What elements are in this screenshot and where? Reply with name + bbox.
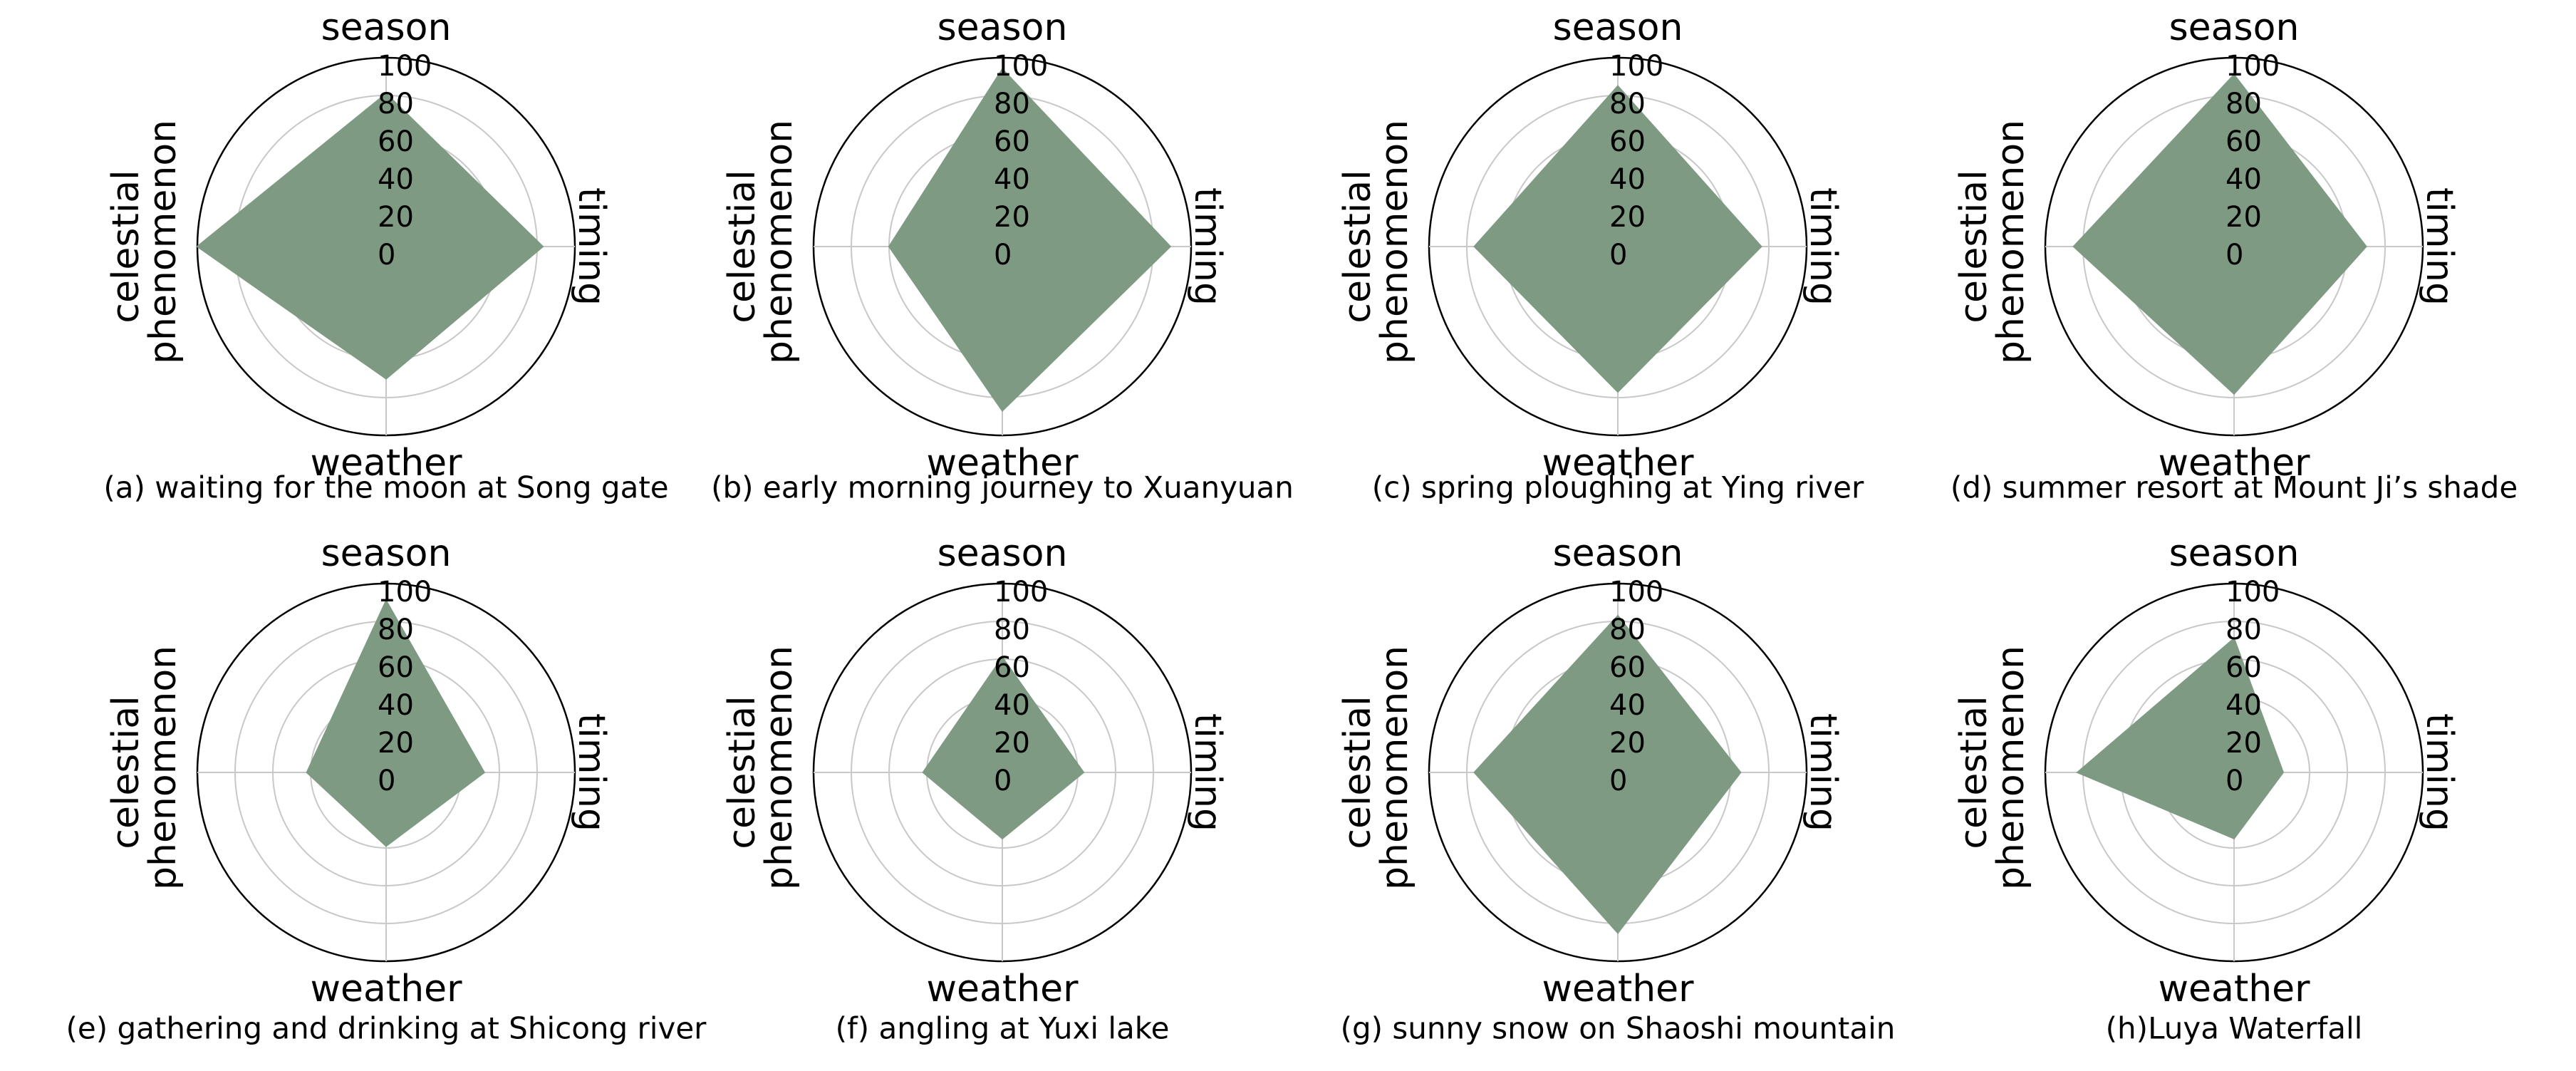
chart-caption: (f) angling at Yuxi lake	[836, 1011, 1170, 1046]
radar-area	[922, 656, 1085, 840]
r-tick-label: 100	[1609, 50, 1663, 83]
r-tick-label: 80	[378, 614, 414, 646]
r-tick-label: 60	[994, 125, 1030, 158]
axis-label: season	[937, 532, 1068, 575]
axis-label: weather	[926, 442, 1079, 485]
axis-label: timing	[1186, 187, 1229, 306]
axis-label: timing	[1802, 713, 1844, 832]
axis-label: timing	[2418, 187, 2461, 306]
r-tick-label: 20	[994, 727, 1030, 760]
r-tick-label: 40	[2226, 163, 2262, 196]
r-tick-label: 60	[1609, 651, 1646, 684]
chart-caption: (a) waiting for the moon at Song gate	[103, 470, 668, 505]
radar-area	[306, 599, 486, 847]
radar-area	[888, 68, 1172, 413]
axis-label: weather	[2158, 442, 2310, 485]
r-tick-label: 60	[378, 125, 414, 158]
radar-area	[1473, 85, 1762, 393]
axis-label: season	[321, 532, 452, 575]
r-tick-label: 0	[1609, 765, 1627, 797]
r-tick-label: 80	[2226, 614, 2262, 646]
r-tick-label: 0	[1609, 239, 1627, 271]
axis-label: season	[321, 6, 452, 49]
r-tick-label: 40	[1609, 163, 1646, 196]
axis-label: season	[937, 6, 1068, 49]
r-tick-label: 0	[2226, 765, 2243, 797]
r-tick-label: 100	[2226, 576, 2280, 609]
r-tick-label: 40	[994, 163, 1030, 196]
r-tick-label: 0	[994, 239, 1012, 271]
r-tick-label: 80	[378, 88, 414, 120]
r-tick-label: 40	[2226, 689, 2262, 722]
r-tick-label: 20	[1609, 727, 1646, 760]
r-tick-label: 0	[2226, 239, 2243, 271]
axis-label: timing	[2418, 713, 2461, 832]
r-tick-label: 0	[378, 239, 395, 271]
axis-label: timing	[1802, 187, 1844, 306]
r-tick-label: 60	[2226, 651, 2262, 684]
chart-caption: (h)Luya Waterfall	[2106, 1011, 2363, 1046]
r-tick-label: 0	[994, 765, 1012, 797]
axis-label: weather	[310, 442, 462, 485]
r-tick-label: 20	[378, 201, 414, 234]
r-tick-label: 20	[2226, 201, 2262, 234]
r-tick-label: 40	[378, 689, 414, 722]
radar-area	[2072, 73, 2367, 395]
r-tick-label: 100	[378, 50, 432, 83]
axis-label: weather	[1542, 442, 1694, 485]
r-tick-label: 60	[1609, 125, 1646, 158]
r-tick-label: 40	[994, 689, 1030, 722]
r-tick-label: 100	[378, 576, 432, 609]
r-tick-label: 80	[1609, 88, 1646, 120]
r-tick-label: 40	[378, 163, 414, 196]
axis-label: timing	[1186, 713, 1229, 832]
axis-label: celestial phenomenon	[105, 645, 185, 890]
r-tick-label: 20	[1609, 201, 1646, 234]
chart-caption: (g) sunny snow on Shaoshi mountain	[1341, 1011, 1896, 1046]
r-tick-label: 0	[378, 765, 395, 797]
r-tick-label: 20	[2226, 727, 2262, 760]
axis-label: season	[2169, 6, 2300, 49]
r-tick-label: 80	[994, 614, 1030, 646]
radar-area	[196, 92, 544, 380]
r-tick-label: 40	[1609, 689, 1646, 722]
axis-label: celestial phenomenon	[1953, 645, 2032, 890]
axis-label: season	[1552, 532, 1683, 575]
axis-label: celestial phenomenon	[105, 119, 185, 364]
r-tick-label: 100	[2226, 50, 2280, 83]
axis-label: celestial phenomenon	[1336, 645, 1416, 890]
r-tick-label: 100	[1609, 576, 1663, 609]
axis-label: season	[1552, 6, 1683, 49]
r-tick-label: 20	[378, 727, 414, 760]
axis-label: timing	[570, 187, 613, 306]
chart-caption: (c) spring ploughing at Ying river	[1372, 470, 1864, 505]
axis-label: weather	[2158, 968, 2310, 1010]
axis-label: weather	[926, 968, 1079, 1010]
axis-label: weather	[1542, 968, 1694, 1010]
chart-caption: (b) early morning journey to Xuanyuan	[711, 470, 1294, 505]
chart-caption: (d) summer resort at Mount Ji’s shade	[1951, 470, 2518, 505]
radar-area	[2076, 637, 2285, 840]
axis-label: timing	[570, 713, 613, 832]
r-tick-label: 80	[1609, 614, 1646, 646]
axis-label: celestial phenomenon	[721, 119, 801, 364]
r-tick-label: 100	[994, 50, 1048, 83]
axis-label: weather	[310, 968, 462, 1010]
axis-label: celestial phenomenon	[1336, 119, 1416, 364]
r-tick-label: 80	[2226, 88, 2262, 120]
r-tick-label: 100	[994, 576, 1048, 609]
chart-caption: (e) gathering and drinking at Shicong ri…	[66, 1011, 707, 1046]
radar-area	[1473, 614, 1742, 934]
axis-label: celestial phenomenon	[1953, 119, 2032, 364]
axis-label: season	[2169, 532, 2300, 575]
r-tick-label: 60	[2226, 125, 2262, 158]
r-tick-label: 60	[994, 651, 1030, 684]
r-tick-label: 60	[378, 651, 414, 684]
r-tick-label: 80	[994, 88, 1030, 120]
axis-label: celestial phenomenon	[721, 645, 801, 890]
r-tick-label: 20	[994, 201, 1030, 234]
